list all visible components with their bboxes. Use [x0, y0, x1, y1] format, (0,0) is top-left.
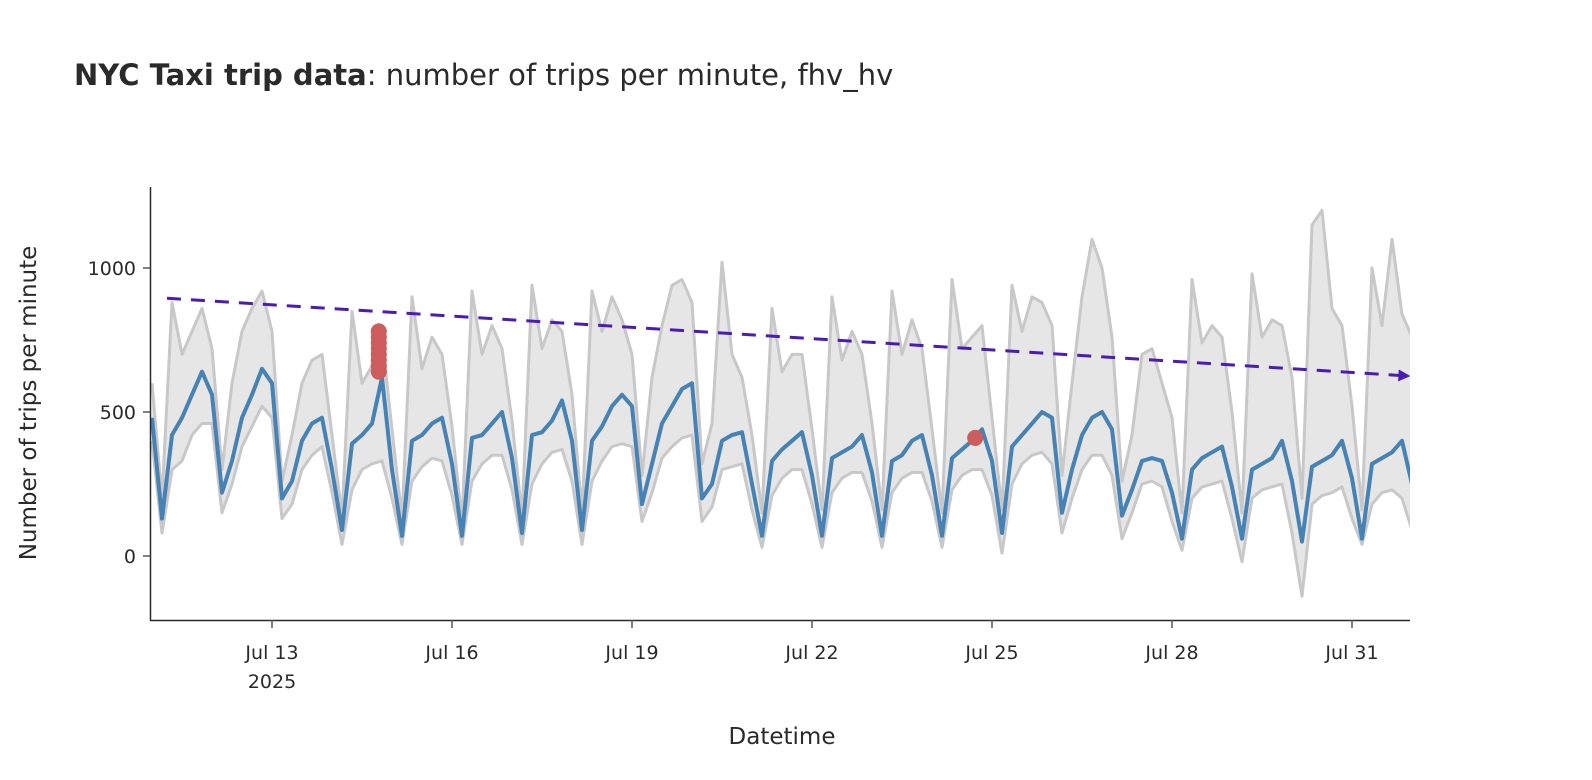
- y-tick-label: 1000: [88, 258, 136, 280]
- chart-title: NYC Taxi trip data: number of trips per …: [74, 58, 893, 92]
- x-tick-label: Jul 19: [604, 642, 658, 664]
- y-tick-label: 0: [124, 546, 136, 568]
- x-tick-label: Jul 13: [244, 642, 298, 664]
- chart-title-bold: NYC Taxi trip data: [74, 58, 367, 92]
- x-tick-label: Jul 16: [424, 642, 478, 664]
- mean-trips-line: [150, 366, 1410, 544]
- plot-area: [150, 208, 1410, 598]
- trend-arrow: [166, 296, 1411, 382]
- chart-title-rest: : number of trips per minute, fhv_hv: [366, 58, 894, 92]
- overlay: [166, 296, 1411, 446]
- anomaly-marker: [967, 429, 984, 446]
- y-tick-label: 500: [100, 402, 136, 424]
- lower-bound-line: [150, 404, 1410, 598]
- axes: 0 500 1000 Jul 13 2025 Jul 16 Jul 19 Jul 22 Jul …: [88, 258, 1379, 693]
- y-axis-title: Number of trips per minute: [16, 246, 42, 561]
- x-tick-label: Jul 22: [784, 642, 838, 664]
- x-axis-title: Datetime: [729, 724, 836, 750]
- x-tick-label: Jul 31: [1324, 642, 1378, 664]
- upper-bound-line: [150, 208, 1410, 523]
- x-tick-year-label: 2025: [248, 671, 296, 693]
- anomaly-marker: [370, 323, 387, 340]
- x-tick-label: Jul 25: [964, 642, 1018, 664]
- x-tick-label: Jul 28: [1144, 642, 1198, 664]
